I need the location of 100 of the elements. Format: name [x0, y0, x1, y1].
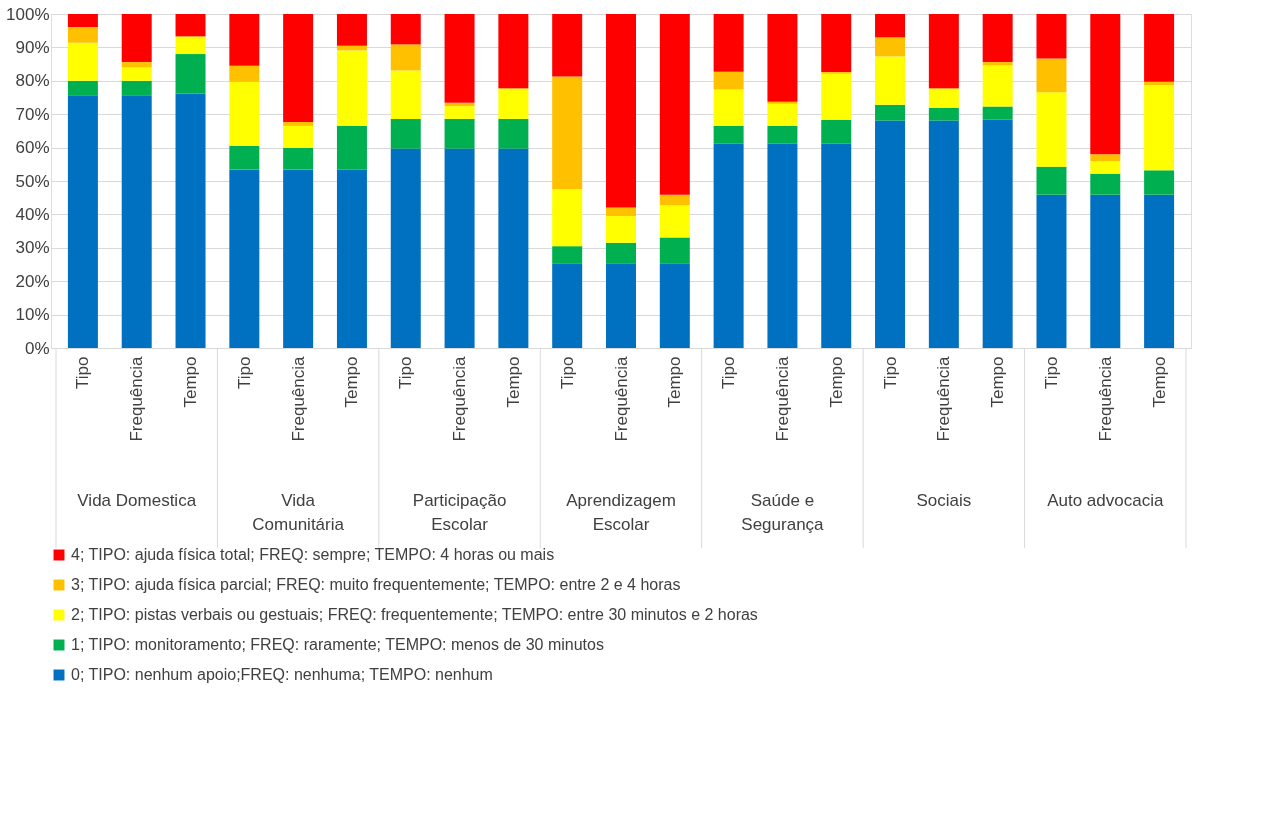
bar	[444, 118, 475, 149]
x-tick-label: Tipo	[557, 356, 577, 389]
bar	[121, 95, 152, 348]
bar	[1090, 14, 1121, 155]
bar	[928, 107, 959, 121]
bar	[928, 14, 959, 89]
bar	[1036, 166, 1067, 195]
bar	[606, 14, 636, 208]
text: Saúde e Segurança	[741, 491, 825, 534]
bar	[1036, 58, 1067, 93]
x-tick-label: Frequência	[934, 355, 954, 442]
y-tick-label: 10%	[15, 305, 50, 325]
bar	[713, 143, 744, 348]
bar	[336, 50, 367, 126]
bar	[336, 14, 367, 46]
bar	[767, 125, 798, 144]
bar	[175, 54, 206, 94]
bar	[283, 147, 314, 170]
bar	[821, 143, 852, 348]
bar	[606, 207, 636, 217]
bar	[606, 242, 636, 264]
bar	[390, 118, 421, 149]
bar	[982, 106, 1013, 120]
bar	[1144, 81, 1175, 86]
x-tick-label: Tipo	[73, 356, 93, 389]
bar	[121, 14, 152, 63]
bar	[283, 169, 314, 348]
x-tick-label: Tempo	[665, 356, 685, 408]
bar	[444, 102, 475, 107]
legend-label: 1; TIPO: monitoramento; FREQ: raramente; TEMPO: menos de 30 minutos	[71, 636, 604, 653]
bar	[659, 205, 690, 238]
bar	[229, 65, 260, 82]
bar	[713, 89, 744, 126]
bar	[552, 246, 583, 264]
bar	[390, 14, 421, 45]
y-tick-label: 100%	[6, 4, 50, 24]
bar	[67, 95, 98, 348]
x-tick-label: Frequência	[772, 355, 792, 442]
bar	[67, 27, 98, 43]
x-tick-label: Frequência	[127, 355, 147, 442]
bar	[283, 14, 314, 122]
bar	[1144, 170, 1175, 195]
legend-label: 0; TIPO: nenhum apoio;FREQ: nenhuma; TEMPO: nenhum	[71, 666, 493, 683]
bar	[444, 106, 475, 119]
bar	[67, 42, 98, 81]
bar	[659, 194, 690, 206]
bar	[552, 263, 583, 348]
bar	[821, 73, 852, 120]
y-tick-label: 90%	[15, 37, 50, 57]
text: Sociais	[916, 491, 972, 510]
y-tick-label: 0%	[24, 338, 50, 358]
bar	[875, 120, 906, 348]
bar	[1036, 14, 1067, 59]
bar	[982, 119, 1013, 348]
legend-label: 2; TIPO: pistas verbais ou gestuais; FREQ: frequentemente; TEMPO: entre 30 minutos e 2 horas	[71, 606, 758, 623]
text: Vida Domestica	[77, 491, 197, 510]
bar	[390, 70, 421, 119]
x-tick-label: Frequência	[611, 355, 631, 442]
x-tick-label: Tempo	[181, 356, 201, 408]
bar	[175, 14, 206, 37]
bar	[713, 71, 744, 90]
x-tick-label: Tipo	[396, 356, 416, 389]
bar	[175, 36, 206, 55]
bar	[713, 14, 744, 72]
bar	[1090, 194, 1121, 348]
bar	[1036, 194, 1067, 348]
bar	[229, 14, 260, 66]
bar	[659, 237, 690, 264]
bar	[982, 62, 1013, 66]
bar	[928, 120, 959, 348]
bar	[498, 14, 529, 89]
x-tick-label: Tempo	[1149, 356, 1169, 408]
bar	[229, 81, 260, 146]
bar	[67, 80, 98, 96]
x-tick-label: Tempo	[826, 356, 846, 408]
bar	[1144, 85, 1175, 171]
y-tick-label: 20%	[15, 271, 50, 291]
y-tick-label: 30%	[15, 238, 50, 258]
y-tick-label: 80%	[15, 71, 50, 91]
bar	[121, 80, 152, 96]
bar	[875, 37, 906, 57]
text: Aprendizagem Escolar	[566, 491, 676, 534]
bar	[498, 148, 529, 348]
bar	[390, 148, 421, 348]
x-tick-label: Tempo	[342, 356, 362, 408]
y-tick-label: 60%	[15, 138, 50, 158]
bar	[1036, 92, 1067, 167]
bar	[121, 67, 152, 81]
bar	[552, 189, 583, 247]
bar	[175, 93, 206, 348]
bar	[552, 76, 583, 190]
bar	[552, 14, 583, 77]
legend-label: 4; TIPO: ajuda física total; FREQ: sempre; TEMPO: 4 horas ou mais	[71, 546, 555, 563]
x-tick-label: Frequência	[450, 355, 470, 442]
bar	[229, 145, 260, 170]
bar	[875, 56, 906, 105]
bar	[283, 121, 314, 126]
bar	[606, 263, 636, 348]
x-tick-label: Tipo	[1041, 356, 1061, 389]
bar	[229, 169, 260, 348]
